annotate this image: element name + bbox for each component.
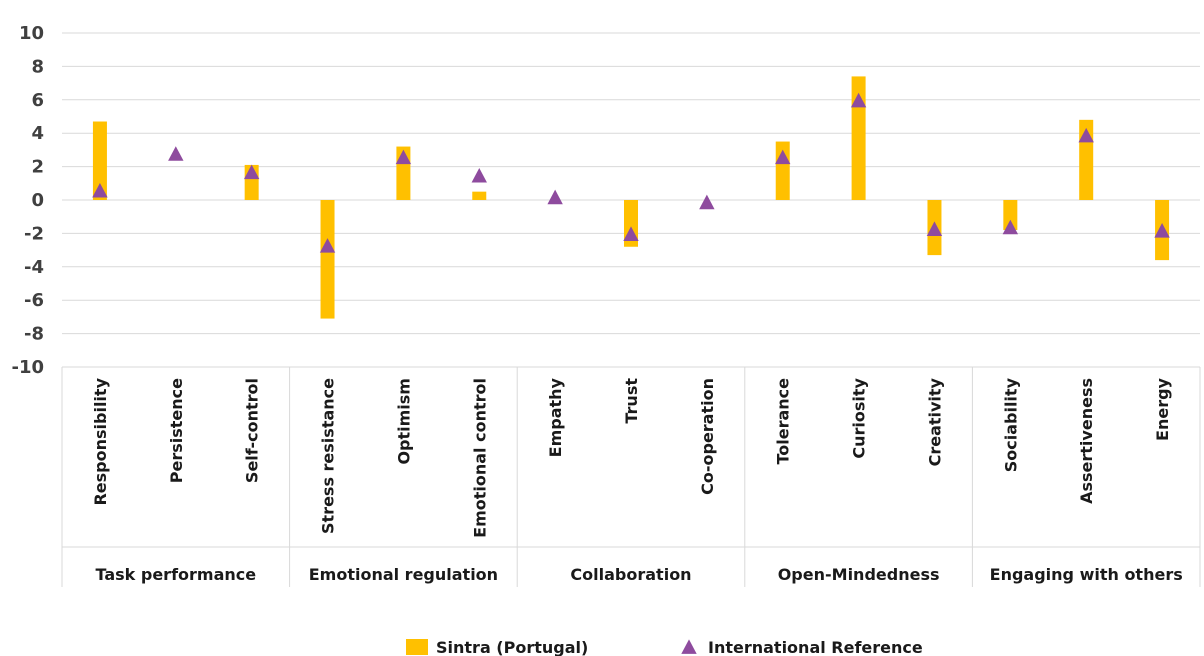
marker-co-operation	[699, 194, 715, 210]
y-tick-label: 8	[31, 56, 44, 77]
category-label: Responsibility	[91, 377, 110, 505]
category-label: Persistence	[167, 378, 186, 483]
marker-trust	[623, 226, 639, 241]
y-tick-label: -4	[24, 257, 44, 278]
marker-tolerance	[775, 149, 791, 165]
category-label: Creativity	[925, 377, 944, 466]
bar-sociability	[1003, 200, 1018, 231]
legend-label-international: International Reference	[708, 638, 923, 656]
bar-stress-resistance	[320, 200, 335, 319]
y-tick-label: 6	[31, 90, 44, 111]
category-label: Optimism	[394, 378, 413, 465]
category-label: Self-control	[243, 378, 262, 483]
group-label: Emotional regulation	[309, 565, 498, 584]
marker-responsibility	[92, 182, 108, 198]
x-axis: Responsibility Persistence Self-control Str…	[61, 367, 1201, 587]
category-label: Assertiveness	[1077, 378, 1096, 504]
markers-international-reference	[92, 92, 1170, 253]
y-tick-label: -10	[11, 357, 44, 378]
marker-assertiveness	[1078, 127, 1094, 143]
bar-responsibility	[92, 121, 107, 200]
bars-sintra	[92, 76, 1170, 319]
marker-energy	[1154, 223, 1170, 238]
legend-label-sintra: Sintra (Portugal)	[436, 638, 588, 656]
category-label: Trust	[622, 378, 641, 424]
marker-self-control	[243, 164, 260, 180]
marker-persistence	[168, 146, 184, 161]
bar-tolerance	[775, 141, 790, 200]
category-label: Emotional control	[470, 378, 489, 538]
marker-creativity	[926, 221, 943, 236]
marker-sociability	[1002, 219, 1019, 235]
y-tick-label: 2	[31, 157, 44, 178]
y-tick-label: -8	[24, 324, 44, 345]
marker-emotional-control	[471, 167, 487, 183]
marker-curiosity	[850, 92, 867, 108]
group-label: Task performance	[95, 565, 256, 584]
category-label: Tolerance	[774, 378, 793, 465]
y-tick-label: -6	[24, 290, 44, 311]
category-label: Co-operation	[698, 378, 717, 495]
category-label: Curiosity	[850, 377, 869, 458]
bar-emotional-control	[472, 191, 487, 200]
marker-stress-resistance	[319, 238, 336, 253]
group-label: Engaging with others	[990, 565, 1183, 584]
marker-empathy	[547, 189, 563, 205]
category-label: Empathy	[546, 377, 565, 457]
y-axis-ticks: 10 8 6 4 2 0 -2 -4 -6 -8 -10	[11, 23, 44, 378]
y-tick-label: -2	[24, 223, 44, 244]
legend-marker-international	[681, 639, 697, 654]
legend-swatch-sintra	[406, 639, 428, 655]
y-tick-label: 4	[31, 123, 44, 144]
category-label: Energy	[1153, 377, 1172, 441]
group-label: Collaboration	[570, 565, 691, 584]
y-tick-label: 10	[19, 23, 44, 44]
group-label: Open-Mindedness	[778, 565, 940, 584]
marker-optimism	[395, 149, 412, 165]
category-label: Sociability	[1001, 377, 1020, 472]
legend: Sintra (Portugal) International Reference	[406, 638, 923, 656]
y-tick-label: 0	[31, 190, 44, 211]
category-label: Stress resistance	[319, 378, 338, 534]
